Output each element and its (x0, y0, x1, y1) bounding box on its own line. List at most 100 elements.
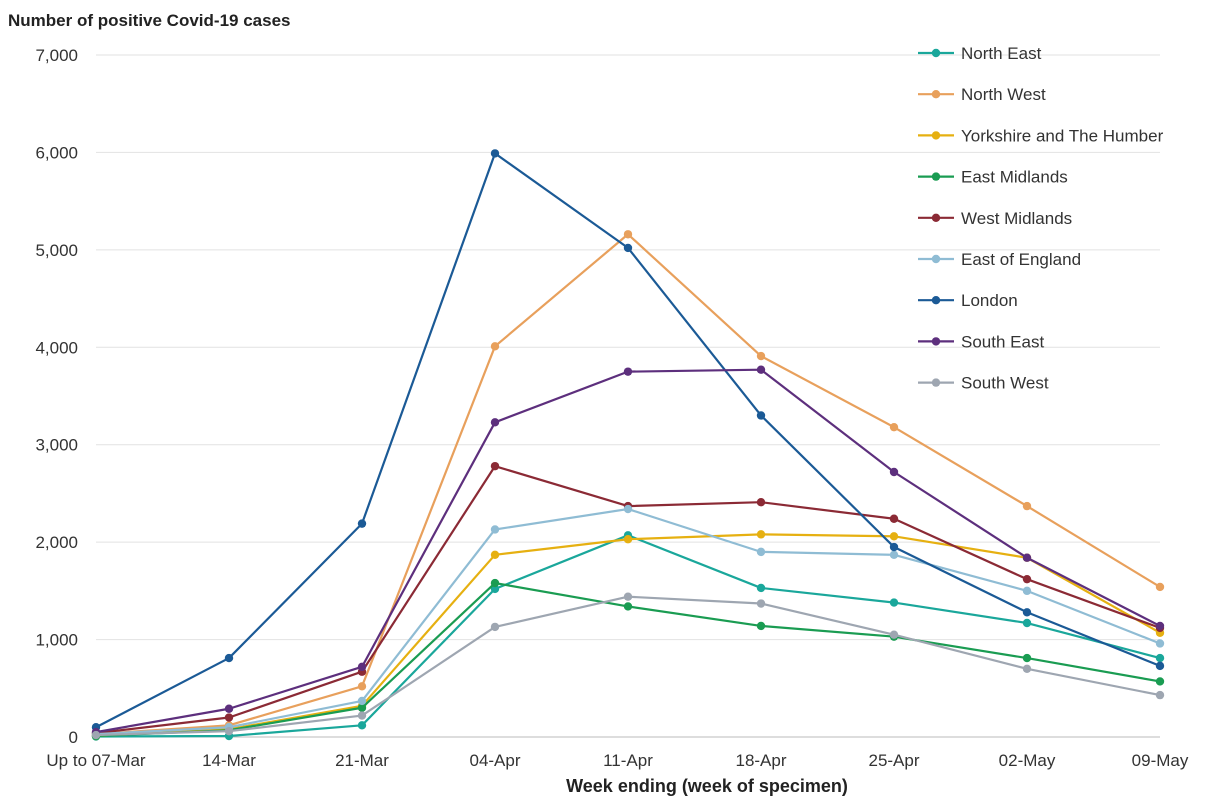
legend-label: East Midlands (961, 168, 1068, 187)
data-point (357, 721, 367, 730)
legend-item: North East (918, 44, 1042, 63)
data-point (756, 583, 766, 593)
data-point (357, 682, 367, 691)
data-point (756, 497, 766, 507)
data-point (224, 653, 234, 663)
data-point (1022, 664, 1032, 673)
data-point (1022, 608, 1032, 617)
x-tick-label: 11-Apr (603, 751, 653, 770)
data-point (490, 461, 500, 471)
data-point (357, 696, 367, 706)
legend-label: North West (961, 85, 1046, 104)
data-point (224, 726, 234, 736)
legend-item: North West (918, 85, 1046, 104)
data-point (623, 243, 633, 253)
y-tick-label: 7,000 (35, 46, 78, 65)
data-point (756, 547, 766, 557)
legend-marker (931, 254, 941, 264)
data-point (889, 467, 899, 477)
x-tick-label: 18-Apr (735, 751, 786, 770)
data-point (756, 599, 766, 608)
legend-label: South East (961, 332, 1044, 351)
legend-label: Yorkshire and The Humber (961, 126, 1164, 145)
data-point (1022, 618, 1032, 628)
x-tick-label: 25-Apr (868, 751, 919, 770)
data-point (1155, 582, 1165, 592)
data-point (1155, 621, 1165, 631)
legend-marker (931, 131, 941, 140)
data-point (623, 535, 633, 544)
legend-marker (931, 296, 941, 305)
data-point (357, 711, 367, 720)
data-point (1155, 677, 1165, 686)
data-point (889, 542, 899, 552)
data-point (490, 622, 500, 632)
series-east-midlands (91, 578, 1165, 741)
legend-item: South West (918, 374, 1049, 393)
y-tick-label: 4,000 (35, 338, 78, 357)
legend-label: East of England (961, 250, 1081, 269)
legend-item: London (918, 291, 1018, 310)
series-line (95, 534, 1161, 738)
legend-item: South East (918, 332, 1044, 351)
data-point (1155, 661, 1165, 671)
data-point (490, 149, 500, 158)
data-point (756, 365, 766, 374)
legend-item: East of England (918, 250, 1081, 269)
data-point (224, 713, 234, 722)
legend-label: South West (961, 374, 1049, 393)
data-point (357, 662, 367, 672)
data-point (756, 411, 766, 420)
data-point (1022, 653, 1032, 663)
data-point (490, 584, 500, 594)
data-point (490, 525, 500, 534)
legend-marker (931, 337, 941, 346)
legend-marker (931, 213, 941, 222)
data-point (889, 550, 899, 560)
data-point (889, 422, 899, 432)
data-point (1155, 639, 1165, 648)
data-point (889, 630, 899, 639)
chart-title: Number of positive Covid-19 cases (8, 11, 290, 30)
data-point (1022, 574, 1032, 584)
data-point (1022, 553, 1032, 562)
y-tick-label: 6,000 (35, 143, 78, 162)
y-axis-ticks: 0 1,000 2,000 3,000 4,000 5,000 6,000 7,000 (35, 46, 78, 747)
data-point (756, 530, 766, 539)
data-point (889, 532, 899, 541)
x-axis-ticks: Up to 07-Mar 14-Mar 21-Mar 04-Apr 11-Apr 18-A… (46, 751, 1188, 770)
y-tick-label: 2,000 (35, 533, 78, 552)
legend: North East North West Yorkshire and The Hu… (918, 44, 1164, 393)
data-point (623, 504, 633, 514)
legend-marker (931, 90, 941, 99)
x-tick-label: Up to 07-Mar (46, 751, 146, 770)
x-tick-label: 02-May (999, 751, 1056, 770)
data-point (490, 342, 500, 351)
data-point (756, 621, 766, 631)
legend-label: London (961, 291, 1018, 310)
series-south-west (91, 592, 1165, 740)
series-lines (91, 149, 1165, 741)
legend-label: West Midlands (961, 209, 1072, 228)
legend-item: Yorkshire and The Humber (918, 126, 1164, 145)
data-point (490, 418, 500, 427)
data-point (224, 704, 234, 713)
data-point (889, 514, 899, 523)
y-tick-label: 5,000 (35, 241, 78, 260)
data-point (756, 351, 766, 361)
x-tick-label: 04-Apr (469, 751, 520, 770)
legend-item: East Midlands (918, 168, 1068, 187)
x-tick-label: 21-Mar (335, 751, 389, 770)
legend-label: North East (961, 44, 1042, 63)
data-point (490, 578, 500, 588)
data-point (1155, 690, 1165, 700)
legend-marker (931, 172, 941, 181)
legend-marker (931, 48, 941, 58)
x-tick-label: 09-May (1132, 751, 1189, 770)
series-london (91, 149, 1165, 732)
data-point (490, 550, 500, 560)
y-tick-label: 0 (69, 728, 78, 747)
data-point (623, 592, 633, 601)
data-point (1022, 501, 1032, 511)
